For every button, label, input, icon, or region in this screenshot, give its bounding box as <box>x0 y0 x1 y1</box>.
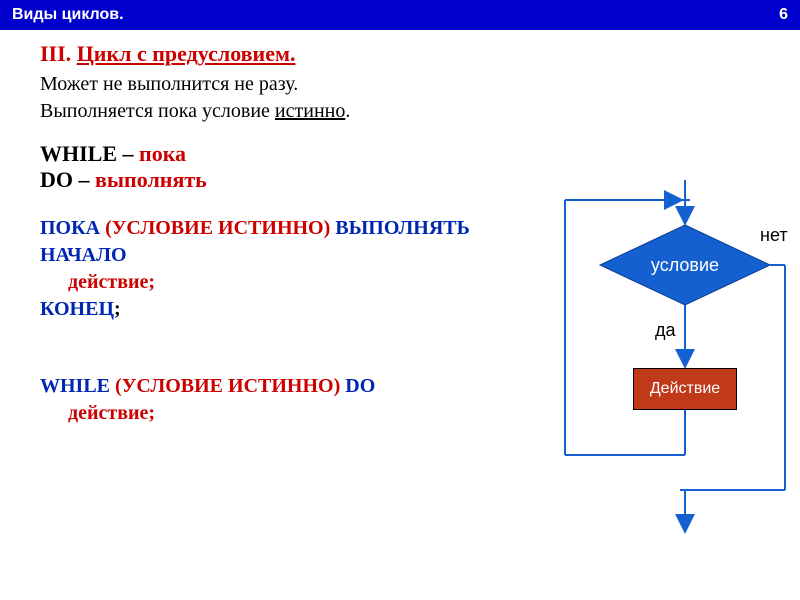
section-title: Цикл с предусловием. <box>77 41 296 66</box>
pseudo-ru-l4b: ; <box>114 298 121 320</box>
keyword-while-line: WHILE – пока <box>40 141 760 167</box>
kw-while-ru: пока <box>139 141 186 166</box>
flowchart-edge-yes: да <box>655 320 676 341</box>
pseudo-en-l1a: WHILE <box>40 375 115 397</box>
pseudo-en-l1b: (УСЛОВИЕ ИСТИННО) <box>115 375 340 397</box>
section-subtitle-2: Выполняется пока условие истинно. <box>40 100 760 123</box>
section-subtitle-1: Может не выполнится не разу. <box>40 73 760 96</box>
kw-while-dash: – <box>117 141 139 166</box>
slide-title: Виды циклов. <box>12 6 124 24</box>
flowchart-edge-no: нет <box>760 225 788 246</box>
flowchart: условие Действие да нет <box>520 170 800 550</box>
pseudo-ru-l4a: КОНЕЦ <box>40 298 114 320</box>
subtitle-2b: истинно <box>275 100 345 122</box>
slide-header: Виды циклов. 6 <box>0 0 800 30</box>
pseudo-ru-l1c: ВЫПОЛНЯТЬ <box>330 217 470 239</box>
flowchart-svg <box>520 170 800 550</box>
pseudo-ru-l1b: (УСЛОВИЕ ИСТИННО) <box>105 217 330 239</box>
kw-do: DO <box>40 167 73 192</box>
kw-while: WHILE <box>40 141 117 166</box>
flowchart-action-box: Действие <box>633 368 737 410</box>
kw-do-dash: – <box>73 167 95 192</box>
flowchart-action-label: Действие <box>650 380 720 398</box>
section-roman: III. <box>40 41 71 66</box>
pseudo-ru-l1a: ПОКА <box>40 217 105 239</box>
subtitle-2c: . <box>345 100 350 122</box>
kw-do-ru: выполнять <box>95 167 207 192</box>
section-heading: III. Цикл с предусловием. <box>40 40 760 69</box>
subtitle-2a: Выполняется пока условие <box>40 100 275 122</box>
slide-number: 6 <box>779 6 788 24</box>
pseudo-en-l1c: DO <box>340 375 375 397</box>
